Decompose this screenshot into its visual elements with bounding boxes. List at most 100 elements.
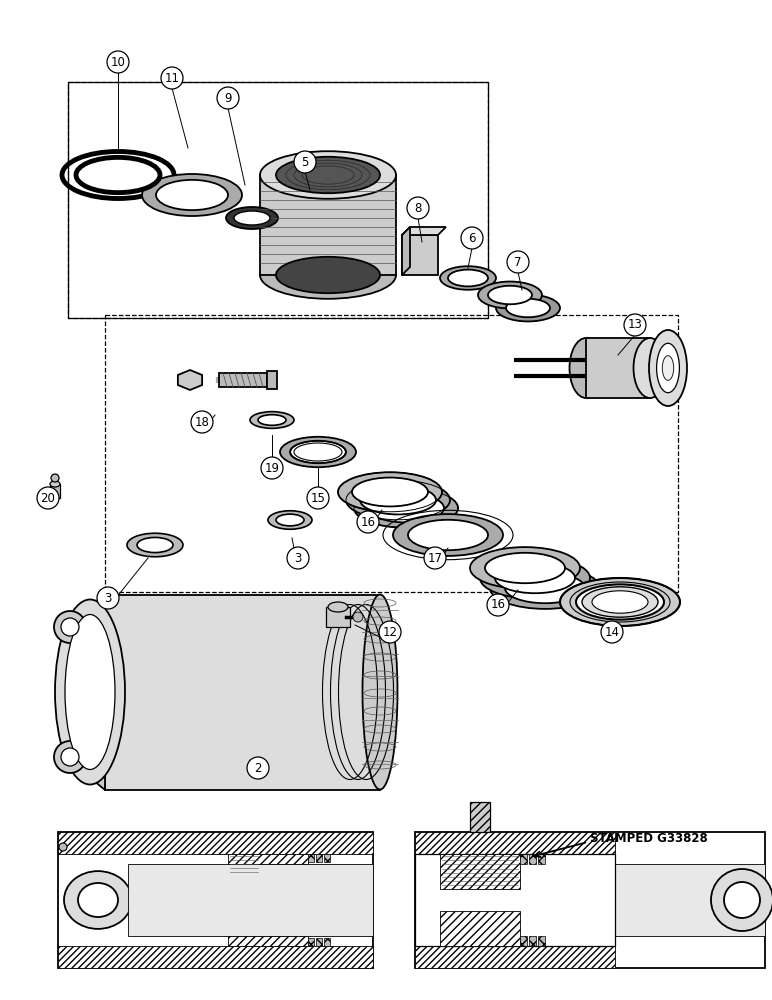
Text: 10: 10 [110,55,125,68]
Polygon shape [267,371,277,389]
Polygon shape [615,864,765,936]
Polygon shape [415,832,615,854]
Polygon shape [529,854,536,864]
Circle shape [37,487,59,509]
Ellipse shape [234,211,270,225]
Ellipse shape [226,207,278,229]
Ellipse shape [478,282,542,308]
Ellipse shape [448,270,488,286]
Ellipse shape [142,174,242,216]
Ellipse shape [260,251,396,299]
Text: 9: 9 [224,92,232,104]
Polygon shape [58,832,373,854]
Circle shape [424,547,446,569]
Ellipse shape [360,486,436,514]
Polygon shape [529,936,536,946]
Circle shape [487,594,509,616]
Text: 12: 12 [382,626,398,639]
Ellipse shape [55,599,125,784]
Ellipse shape [50,481,60,487]
Ellipse shape [51,474,59,482]
Polygon shape [228,936,308,946]
Text: 14: 14 [604,626,619,639]
Ellipse shape [260,151,396,199]
Ellipse shape [64,871,132,929]
Polygon shape [260,175,396,275]
Circle shape [357,511,379,533]
Circle shape [97,587,119,609]
Polygon shape [520,854,527,864]
Ellipse shape [354,488,458,528]
Circle shape [161,67,183,89]
Ellipse shape [346,480,450,520]
Text: 5: 5 [301,155,309,168]
Circle shape [107,51,129,73]
Polygon shape [326,607,350,627]
Circle shape [191,411,213,433]
Ellipse shape [127,533,183,557]
Ellipse shape [649,330,687,406]
Polygon shape [50,484,60,498]
Ellipse shape [363,594,398,790]
Polygon shape [520,936,527,946]
Polygon shape [324,854,330,862]
Text: 20: 20 [41,491,56,504]
Circle shape [379,621,401,643]
Text: 3: 3 [294,552,302,564]
Text: 19: 19 [265,462,279,475]
Text: 13: 13 [628,318,642,332]
Polygon shape [75,595,105,790]
Polygon shape [440,911,520,946]
Polygon shape [316,854,322,862]
Ellipse shape [440,266,496,290]
Circle shape [217,87,239,109]
Ellipse shape [328,602,348,612]
Ellipse shape [506,299,550,317]
Text: STAMPED G33828: STAMPED G33828 [590,832,708,845]
Ellipse shape [393,514,503,556]
Text: 18: 18 [195,416,209,428]
Polygon shape [586,338,650,398]
Ellipse shape [280,437,356,467]
Polygon shape [538,854,545,864]
Ellipse shape [61,748,79,766]
Text: 11: 11 [164,72,180,85]
Circle shape [461,227,483,249]
Polygon shape [415,854,615,946]
Ellipse shape [65,614,115,770]
Polygon shape [308,938,314,946]
Polygon shape [316,938,322,946]
Text: 16: 16 [361,516,375,528]
Polygon shape [219,373,267,387]
Ellipse shape [570,338,602,398]
Text: 15: 15 [310,491,326,504]
Ellipse shape [59,843,67,851]
Polygon shape [228,854,308,864]
Ellipse shape [76,157,160,193]
Circle shape [307,487,329,509]
Ellipse shape [592,591,648,613]
Polygon shape [128,864,373,936]
Text: 7: 7 [514,255,522,268]
Polygon shape [105,595,380,790]
Circle shape [247,757,269,779]
Circle shape [294,151,316,173]
Ellipse shape [576,584,664,620]
Ellipse shape [711,869,772,931]
Ellipse shape [470,547,580,589]
Ellipse shape [490,567,600,609]
Ellipse shape [290,441,346,463]
Ellipse shape [582,587,658,617]
Text: 16: 16 [490,598,506,611]
Ellipse shape [657,343,679,393]
Ellipse shape [156,180,228,210]
Ellipse shape [353,612,363,622]
Ellipse shape [137,537,173,553]
Text: 8: 8 [415,202,422,215]
Polygon shape [402,227,410,275]
Ellipse shape [338,472,442,512]
Polygon shape [402,227,446,235]
Ellipse shape [496,295,560,321]
Circle shape [507,251,529,273]
Text: 2: 2 [254,762,262,774]
